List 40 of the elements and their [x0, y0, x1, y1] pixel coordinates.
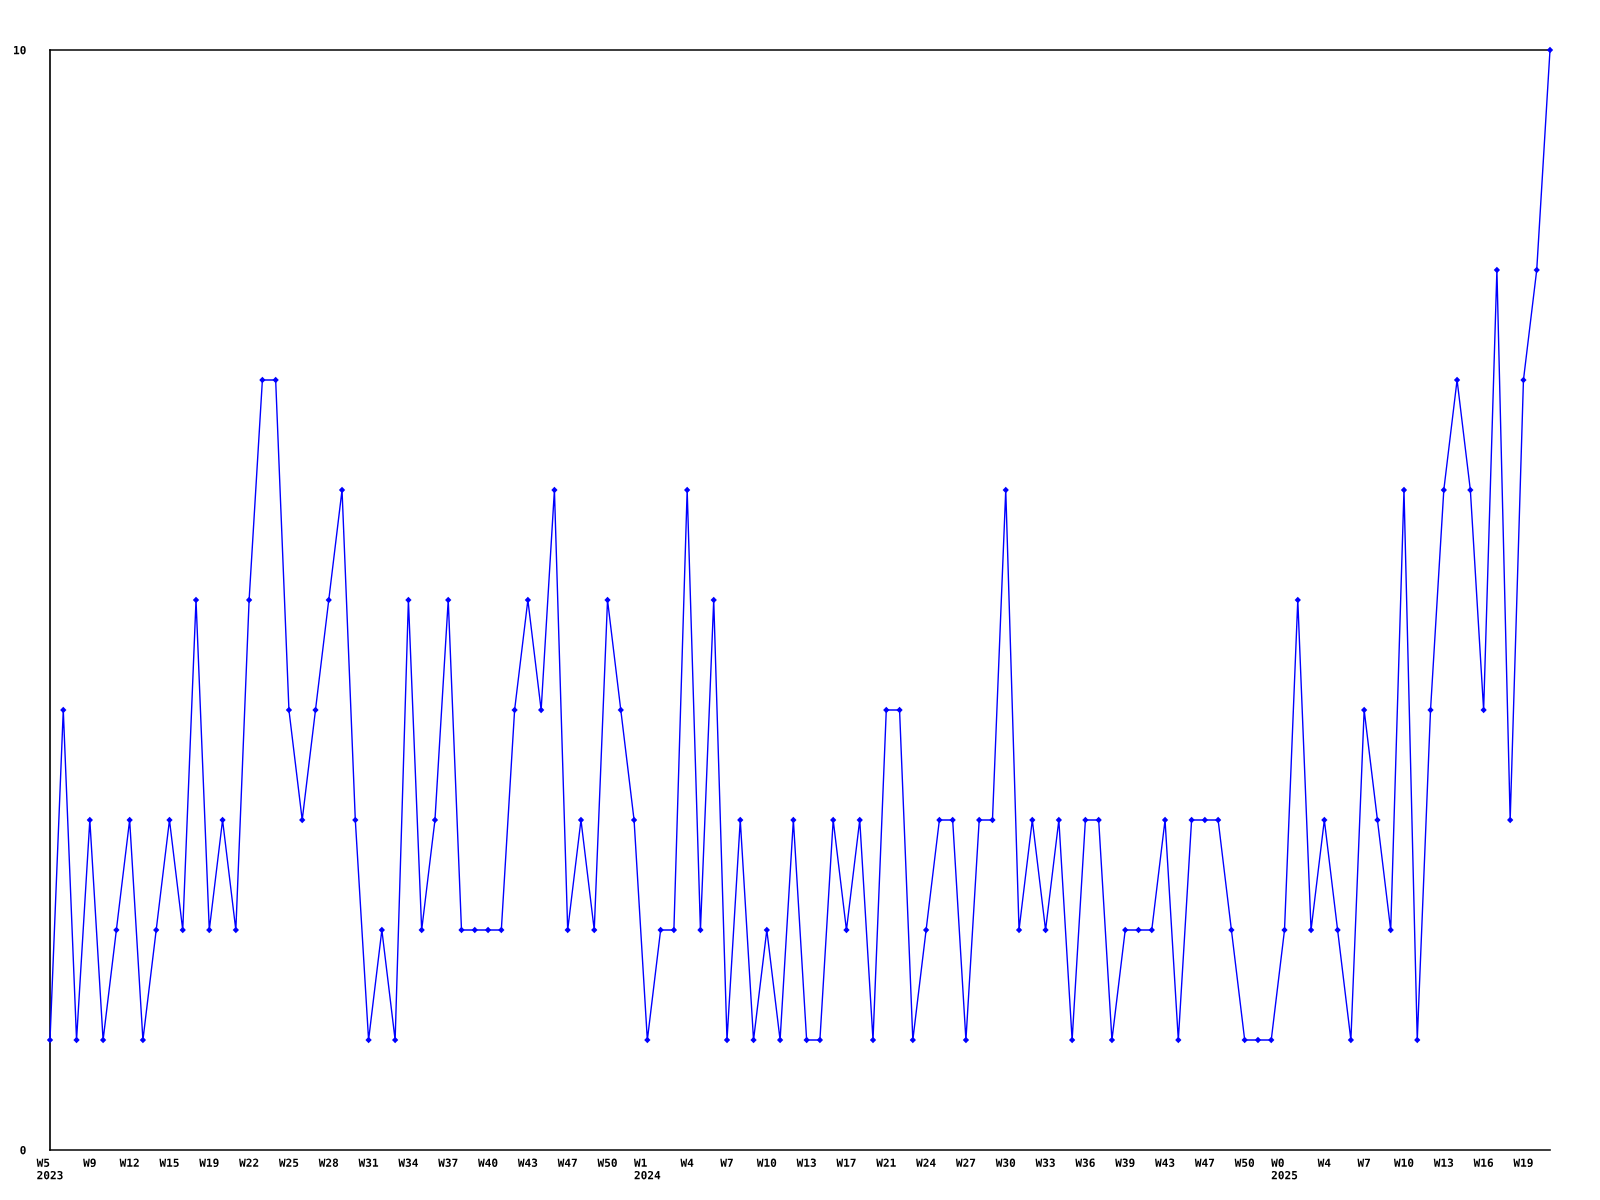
x-tick-label: W43: [1155, 1158, 1175, 1167]
x-tick-label: W22: [239, 1158, 259, 1167]
x-tick-label: W21: [876, 1158, 896, 1167]
x-tick-label: W27: [955, 1158, 976, 1167]
x-tick-label: W13: [1433, 1158, 1454, 1167]
x-tick-label: W47: [1194, 1158, 1215, 1167]
x-tick-label: W10: [756, 1158, 777, 1167]
x-tick-label: W39: [1115, 1158, 1135, 1167]
x-tick-label: W31: [358, 1158, 379, 1167]
x-tick-label: W15: [159, 1158, 179, 1167]
x-tick-label: W4: [680, 1158, 694, 1167]
x-tick-label: W30: [995, 1158, 1016, 1167]
x-tick-label: W17: [836, 1158, 856, 1167]
x-tick-label: W7: [1357, 1158, 1371, 1167]
x-tick-label: W19: [199, 1158, 219, 1167]
y-tick-label: 0: [20, 1145, 26, 1155]
x-tick-label: W13: [796, 1158, 816, 1167]
x-tick-label: W36: [1075, 1158, 1095, 1167]
x-tick-label: W19: [1513, 1158, 1533, 1167]
x-tick-label: W25: [278, 1158, 299, 1167]
x-tick-label: W50: [597, 1158, 617, 1167]
x-tick-label: W24: [916, 1158, 936, 1167]
x-tick-label: W16: [1473, 1158, 1494, 1167]
x-tick-label: W1 2024: [633, 1158, 661, 1180]
x-tick-label: W37: [438, 1158, 458, 1167]
x-tick-label: W9: [83, 1158, 96, 1167]
x-tick-label: W4: [1317, 1158, 1331, 1167]
y-tick-label: 10: [14, 45, 26, 55]
x-tick-label: W28: [318, 1158, 339, 1167]
x-tick-label: W5 2023: [36, 1158, 63, 1180]
x-tick-label: W34: [398, 1158, 418, 1167]
x-tick-label: W43: [517, 1158, 538, 1167]
x-tick-label: W10: [1393, 1158, 1414, 1167]
x-tick-label: W7: [720, 1158, 733, 1167]
x-tick-label: W12: [119, 1158, 139, 1167]
x-tick-label: W40: [478, 1158, 498, 1167]
x-tick-label: W0 2025: [1271, 1158, 1298, 1180]
x-tick-label: W50: [1234, 1158, 1255, 1167]
x-tick-label: W33: [1035, 1158, 1055, 1167]
x-tick-label: W47: [557, 1158, 577, 1167]
